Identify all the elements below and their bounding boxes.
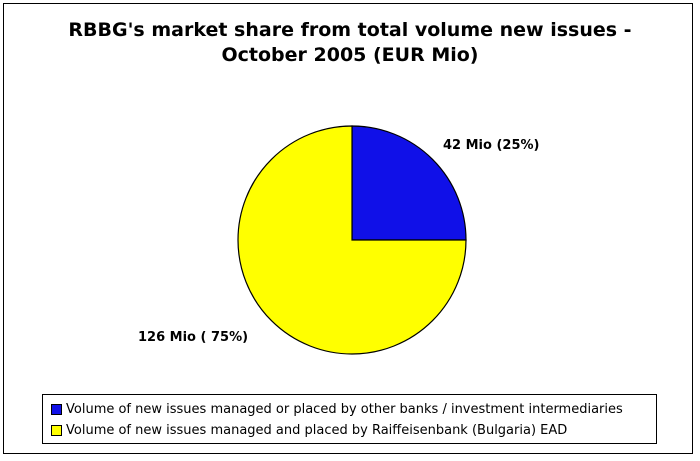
- legend-swatch-yellow: [51, 425, 62, 436]
- chart-title-line-1: RBBG's market share from total volume ne…: [68, 19, 632, 41]
- legend: Volume of new issues managed or placed b…: [42, 394, 657, 444]
- chart-title-line-2: October 2005 (EUR Mio): [221, 44, 479, 66]
- legend-item-other-banks: Volume of new issues managed or placed b…: [51, 399, 656, 420]
- pie-slice-other-banks: [351, 125, 467, 241]
- legend-swatch-blue: [51, 404, 62, 415]
- pie-slices: [237, 125, 467, 355]
- pie-slice-raiffeisenbank: [237, 125, 467, 355]
- legend-item-raiffeisenbank: Volume of new issues managed and placed …: [51, 420, 656, 441]
- legend-label-other-banks: Volume of new issues managed or placed b…: [66, 402, 623, 417]
- chart-title: RBBG's market share from total volume ne…: [0, 18, 700, 68]
- legend-label-raiffeisenbank: Volume of new issues managed and placed …: [66, 423, 568, 438]
- slice-label-raiffeisenbank: 126 Mio ( 75%): [138, 330, 248, 345]
- slice-label-other-banks: 42 Mio (25%): [443, 138, 539, 153]
